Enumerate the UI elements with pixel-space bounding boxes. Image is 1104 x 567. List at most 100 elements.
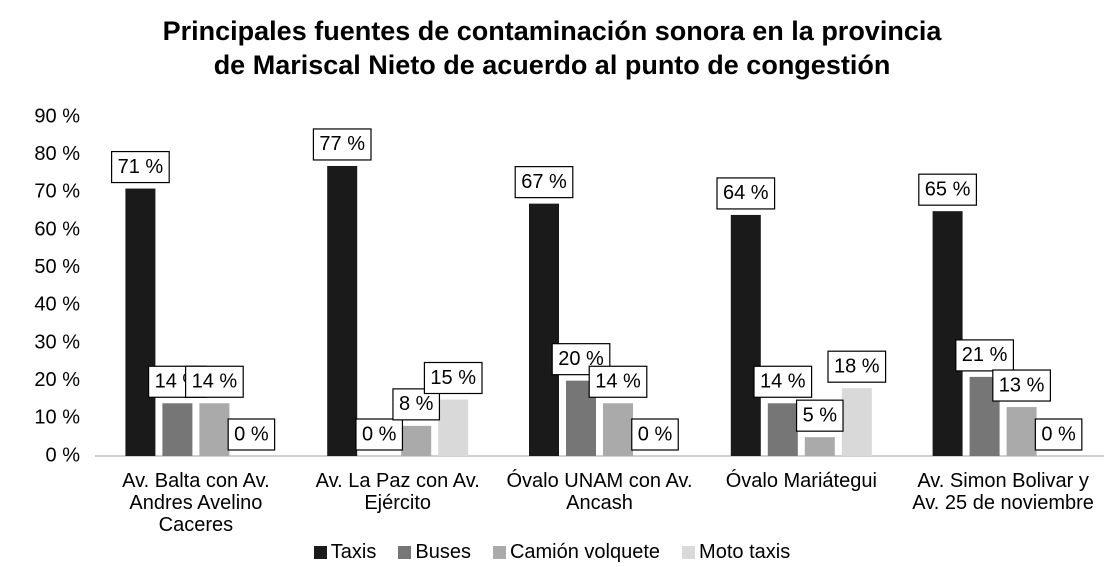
value-label-text: 21 % bbox=[962, 344, 1008, 366]
value-label-box bbox=[827, 350, 887, 383]
value-label-box bbox=[918, 173, 977, 206]
value-label-text: 15 % bbox=[430, 367, 476, 389]
y-tick-label: 70 % bbox=[34, 181, 80, 203]
bar bbox=[438, 399, 469, 456]
value-label-text: 14 % bbox=[760, 371, 806, 393]
value-label: 13 % bbox=[992, 369, 1051, 402]
value-label-box bbox=[753, 365, 813, 398]
bar bbox=[327, 165, 358, 456]
legend-item: Camión volquete bbox=[492, 541, 661, 564]
value-label: 67 % bbox=[514, 166, 574, 199]
bar bbox=[1006, 407, 1037, 456]
legend: Taxis Buses Camión volquete Moto taxis bbox=[0, 541, 1104, 564]
value-label-text: 5 % bbox=[803, 404, 838, 426]
y-tick-label: 50 % bbox=[34, 256, 80, 278]
value-label: 14 % bbox=[753, 365, 813, 398]
legend-swatch bbox=[682, 546, 696, 559]
legend-item: Buses bbox=[398, 541, 471, 564]
value-label-box bbox=[716, 177, 776, 210]
value-label: 14 % bbox=[588, 365, 648, 398]
chart-title: Principales fuentes de contaminación son… bbox=[162, 16, 942, 80]
y-tick-label: 90 % bbox=[34, 105, 80, 127]
bar bbox=[125, 188, 156, 457]
bar bbox=[841, 388, 872, 456]
x-tick-label: Óvalo UNAM con Av. Ancash bbox=[506, 470, 693, 514]
value-label-text: 0 % bbox=[362, 423, 397, 445]
y-tick-label: 10 % bbox=[34, 407, 80, 429]
value-label-box bbox=[795, 399, 844, 432]
legend-label: Camión volquete bbox=[509, 541, 661, 563]
legend-swatch bbox=[313, 546, 327, 559]
bar bbox=[804, 437, 835, 456]
value-label-box bbox=[423, 361, 483, 395]
value-label: 0 % bbox=[355, 418, 404, 451]
value-label-box bbox=[992, 369, 1051, 402]
value-label-box bbox=[955, 339, 1014, 372]
legend-item: Moto taxis bbox=[682, 541, 790, 564]
value-label-text: 14 % bbox=[192, 371, 238, 393]
value-label-box bbox=[631, 418, 679, 451]
legend-item: Taxis bbox=[313, 541, 377, 564]
bar bbox=[199, 403, 230, 456]
value-label-text: 65 % bbox=[925, 178, 971, 200]
value-label-box bbox=[355, 418, 404, 451]
legend-label: Taxis bbox=[330, 541, 377, 563]
value-label: 15 % bbox=[423, 361, 483, 395]
x-tick-label: Av. Balta con Av. Andres Avelino Caceres bbox=[122, 470, 270, 536]
value-label-text: 0 % bbox=[638, 423, 673, 445]
value-label: 21 % bbox=[955, 339, 1014, 372]
bar bbox=[162, 403, 193, 456]
legend-label: Buses bbox=[415, 541, 471, 563]
x-tick-label: Av. Simon Bolivar y Av. 25 de noviembre bbox=[912, 470, 1094, 514]
value-label: 0 % bbox=[1034, 418, 1083, 451]
y-tick-label: 0 % bbox=[46, 444, 81, 466]
value-label: 64 % bbox=[716, 177, 776, 210]
x-tick-label: Óvalo Mariátegui bbox=[725, 470, 877, 492]
value-label-text: 0 % bbox=[1041, 423, 1076, 445]
bar bbox=[603, 403, 633, 456]
value-label-text: 13 % bbox=[999, 374, 1045, 396]
value-label: 5 % bbox=[795, 399, 844, 432]
y-tick-label: 40 % bbox=[34, 294, 80, 316]
legend-swatch bbox=[492, 546, 506, 559]
value-label-text: 67 % bbox=[521, 171, 567, 193]
value-label-box bbox=[185, 365, 244, 398]
x-tick-label: Av. La Paz con Av. Ejército bbox=[315, 470, 480, 514]
value-label: 71 % bbox=[111, 150, 170, 184]
bar bbox=[529, 203, 559, 456]
y-tick-label: 60 % bbox=[34, 218, 80, 240]
value-label-box bbox=[227, 418, 276, 451]
bar bbox=[730, 214, 761, 456]
value-label-box bbox=[111, 150, 170, 184]
value-label-text: 20 % bbox=[558, 348, 604, 370]
value-label-box bbox=[588, 365, 648, 398]
legend-label: Moto taxis bbox=[699, 541, 791, 563]
value-label-box bbox=[1034, 418, 1083, 451]
bar bbox=[932, 211, 963, 456]
value-label-text: 0 % bbox=[234, 423, 269, 445]
legend-swatch bbox=[398, 546, 412, 559]
value-label-text: 8 % bbox=[399, 393, 434, 415]
y-tick-label: 80 % bbox=[34, 143, 80, 165]
value-label-text: 71 % bbox=[118, 156, 164, 178]
value-label-text: 18 % bbox=[834, 355, 880, 377]
value-label: 14 % bbox=[185, 365, 244, 398]
value-label: 0 % bbox=[227, 418, 276, 451]
value-label-text: 64 % bbox=[723, 182, 769, 204]
value-label-text: 14 % bbox=[595, 371, 641, 393]
value-label-text: 77 % bbox=[319, 133, 365, 155]
bar bbox=[401, 425, 432, 456]
value-labels: 71 %14 %14 %0 %77 %0 %8 %15 %67 %20 %14 … bbox=[111, 128, 1083, 451]
value-label-box bbox=[514, 166, 574, 199]
y-tick-label: 30 % bbox=[34, 331, 80, 353]
value-label: 18 % bbox=[827, 350, 887, 383]
value-label: 77 % bbox=[312, 128, 372, 161]
value-label: 20 % bbox=[551, 343, 611, 376]
value-label: 65 % bbox=[918, 173, 977, 206]
value-label: 0 % bbox=[631, 418, 679, 451]
bar bbox=[767, 403, 798, 456]
y-tick-label: 20 % bbox=[34, 369, 80, 391]
value-label-box bbox=[551, 343, 611, 376]
